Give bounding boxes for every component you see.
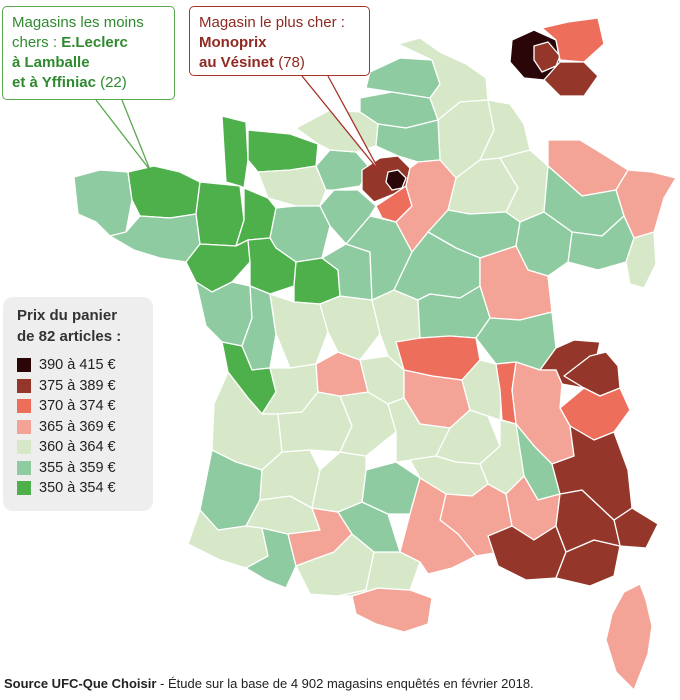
cheapest-store-callout: Magasins les moins chers : E.Leclerc à L… [2, 6, 175, 100]
callout-expensive-pointer [301, 75, 381, 173]
legend-row-3: 365 à 369 € [17, 417, 143, 438]
ille-et-vilaine [195, 181, 245, 247]
pyrenees-orientales [351, 587, 433, 633]
saone-et-loire [475, 311, 557, 371]
legend-label: 370 à 374 € [39, 398, 116, 415]
callout-cheapest-pointer [95, 99, 151, 171]
legend-swatch [17, 460, 31, 475]
legend-swatch [17, 440, 31, 455]
legend-label: 375 à 389 € [39, 377, 116, 394]
inset-seine-saint-denis [541, 17, 605, 63]
expensive-callout-prefix: Magasin le plus cher : [199, 14, 345, 31]
legend-title-line-1: Prix du panier [17, 307, 118, 324]
legend-swatch [17, 481, 31, 496]
cheapest-store-1: E.Leclerc [61, 34, 128, 51]
most-expensive-store-callout: Magasin le plus cher : Monoprix au Vésin… [189, 6, 370, 76]
expensive-value: (78) [274, 54, 305, 71]
cheapest-store-2: à Lamballe [12, 54, 90, 71]
orne [257, 165, 327, 207]
finistere [73, 169, 133, 237]
legend-label: 390 à 415 € [39, 357, 116, 374]
herault [399, 477, 477, 575]
source-rest: - Étude sur la base de 4 902 magasins en… [156, 676, 534, 691]
legend-row-0: 390 à 415 € [17, 355, 143, 376]
legend-row-5: 355 à 359 € [17, 458, 143, 479]
expensive-store-2: au Vésinet [199, 54, 275, 71]
inset-val-de-marne [543, 61, 599, 97]
legend-swatch [17, 399, 31, 414]
oise [375, 119, 441, 163]
legend-row-6: 350 à 354 € [17, 478, 143, 499]
legend-label: 360 à 364 € [39, 439, 116, 456]
cheapest-callout-prefix: Magasins les moins chers : [12, 14, 144, 51]
expensive-store-1: Monoprix [199, 34, 267, 51]
legend-swatch [17, 358, 31, 373]
legend-row-2: 370 à 374 € [17, 396, 143, 417]
source-note: Source UFC-Que Choisir - Étude sur la ba… [4, 676, 534, 691]
manche [221, 115, 249, 189]
legend-row-1: 375 à 389 € [17, 376, 143, 397]
legend-swatch [17, 419, 31, 434]
corse [605, 583, 653, 691]
vienne [269, 293, 329, 369]
cotes-darmor [127, 165, 201, 219]
legend-title: Prix du panier de 82 articles : [17, 305, 143, 347]
price-legend: Prix du panier de 82 articles : 390 à 41… [3, 297, 153, 511]
hautes-alpes [551, 425, 633, 521]
legend-swatch [17, 378, 31, 393]
legend-title-line-2: de 82 articles : [17, 328, 122, 345]
pas-de-calais [365, 57, 441, 99]
legend-label: 355 à 359 € [39, 459, 116, 476]
haut-rhin [625, 231, 657, 289]
cheapest-store-3: et à Yffiniac [12, 74, 96, 91]
legend-label: 350 à 354 € [39, 480, 116, 497]
cheapest-value: (22) [95, 74, 127, 91]
aveyron [361, 461, 421, 515]
vendee [195, 281, 253, 347]
legend-row-4: 360 à 364 € [17, 437, 143, 458]
indre [319, 295, 381, 361]
legend-label: 365 à 369 € [39, 418, 116, 435]
source-bold: Source UFC-Que Choisir [4, 676, 157, 691]
lot [311, 451, 367, 513]
